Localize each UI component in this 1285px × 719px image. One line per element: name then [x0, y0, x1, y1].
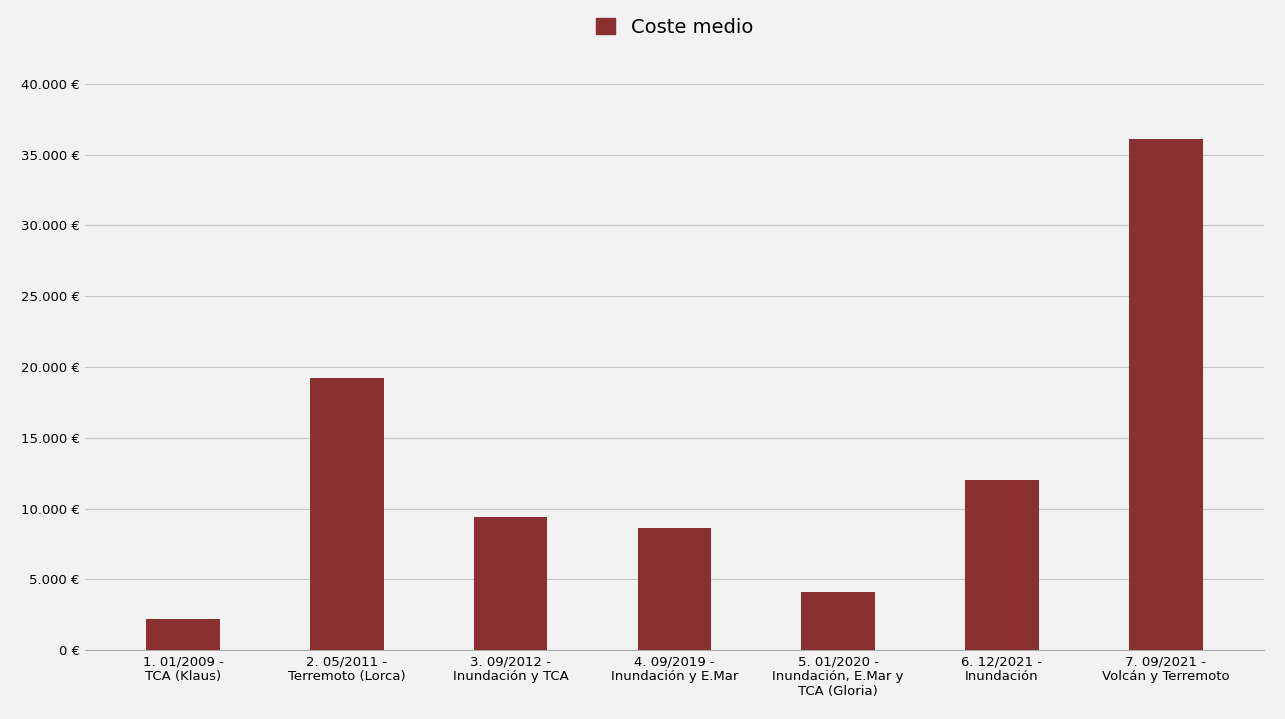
Bar	[474, 517, 547, 650]
Bar	[965, 480, 1038, 650]
Bar	[802, 592, 875, 650]
Bar	[1130, 139, 1203, 650]
Legend: Coste medio: Coste medio	[596, 17, 753, 37]
Bar	[146, 619, 220, 650]
Bar	[310, 378, 384, 650]
Bar	[637, 528, 712, 650]
